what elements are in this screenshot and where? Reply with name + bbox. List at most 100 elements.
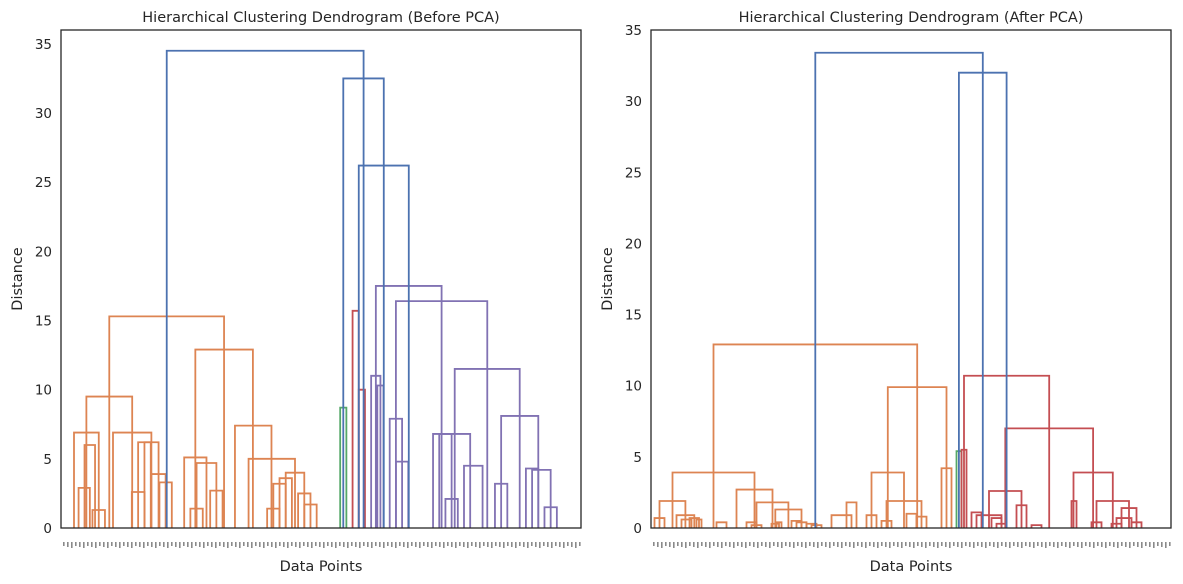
leaf-label-mark — [777, 542, 779, 547]
leaf-label-mark — [127, 542, 129, 547]
dendrogram-link — [1030, 524, 1043, 528]
leaf-label-mark — [741, 542, 743, 547]
leaf-label-mark — [709, 542, 711, 548]
y-tick-label: 20 — [625, 236, 642, 252]
leaf-label-mark — [1089, 542, 1091, 547]
leaf-label-mark — [67, 542, 69, 547]
leaf-label-mark — [765, 542, 767, 547]
leaf-label-mark — [813, 542, 815, 547]
leaf-label-mark — [825, 542, 827, 547]
leaf-label-mark — [235, 542, 237, 547]
leaf-label-mark — [1141, 542, 1143, 548]
leaf-label-mark — [223, 542, 225, 547]
leaf-label-mark — [689, 542, 691, 546]
leaf-label-mark — [407, 542, 409, 548]
leaf-label-mark — [901, 542, 903, 548]
leaf-label-mark — [997, 542, 999, 548]
leaf-label-mark — [535, 542, 537, 547]
dendrogram-links — [653, 51, 1143, 528]
leaf-label-mark — [395, 542, 397, 548]
chart-title: Hierarchical Clustering Dendrogram (Befo… — [142, 10, 499, 26]
leaf-label-mark — [1073, 542, 1075, 546]
leaf-label-mark — [833, 542, 835, 546]
leaf-label-mark — [507, 542, 509, 546]
leaf-label-mark — [917, 542, 919, 546]
leaf-label-mark — [965, 542, 967, 546]
leaf-label-mark — [63, 542, 65, 546]
leaf-label-mark — [881, 542, 883, 546]
leaf-label-mark — [1025, 542, 1027, 546]
leaf-label-mark — [435, 542, 437, 546]
leaf-label-mark — [809, 542, 811, 546]
leaf-label-mark — [933, 542, 935, 547]
leaf-label-mark — [697, 542, 699, 548]
leaf-label-mark — [1097, 542, 1099, 546]
leaf-label-mark — [1169, 542, 1171, 546]
leaf-label-mark — [1009, 542, 1011, 548]
leaf-label-mark — [693, 542, 695, 547]
leaf-label-mark — [175, 542, 177, 547]
leaf-label-mark — [1113, 542, 1115, 547]
leaf-label-mark — [191, 542, 193, 548]
leaf-label-mark — [463, 542, 465, 547]
leaf-label-mark — [701, 542, 703, 546]
leaf-label-mark — [183, 542, 185, 546]
leaf-label-mark — [1165, 542, 1167, 548]
leaf-label-mark — [151, 542, 153, 547]
leaf-label-mark — [749, 542, 751, 546]
leaf-label-mark — [885, 542, 887, 547]
leaf-label-mark — [411, 542, 413, 546]
dendrogram-link — [905, 512, 918, 528]
leaf-label-mark — [1013, 542, 1015, 546]
leaf-label-mark — [889, 542, 891, 548]
leaf-label-mark — [503, 542, 505, 548]
leaf-label-mark — [351, 542, 353, 546]
leaf-label-mark — [383, 542, 385, 548]
leaf-label-mark — [95, 542, 97, 548]
leaf-label-mark — [543, 542, 545, 546]
leaf-label-mark — [331, 542, 333, 547]
leaf-label-mark — [559, 542, 561, 547]
leaf-label-mark — [267, 542, 269, 546]
leaf-label-mark — [367, 542, 369, 547]
y-tick-label: 15 — [625, 308, 642, 324]
y-axis-label: Distance — [10, 247, 26, 310]
leaf-label-mark — [1037, 542, 1039, 546]
leaf-label-mark — [355, 542, 357, 547]
leaf-label-mark — [837, 542, 839, 547]
leaf-label-mark — [315, 542, 317, 546]
leaf-label-mark — [677, 542, 679, 546]
leaf-label-mark — [455, 542, 457, 548]
leaf-label-mark — [753, 542, 755, 547]
leaf-label-mark — [1157, 542, 1159, 546]
leaf-label-mark — [179, 542, 181, 548]
y-axis-ticks: 0 5 10 15 20 25 30 35 — [625, 23, 642, 537]
leaf-label-mark — [977, 542, 979, 546]
leaf-label-mark — [841, 542, 843, 548]
leaf-label-mark — [845, 542, 847, 546]
y-tick-label: 30 — [35, 106, 52, 122]
leaf-label-mark — [91, 542, 93, 547]
dendrogram-link — [814, 51, 984, 528]
leaf-label-mark — [861, 542, 863, 547]
leaf-label-mark — [415, 542, 417, 547]
leaf-label-mark — [733, 542, 735, 548]
leaf-label-mark — [905, 542, 907, 546]
leaf-label-mark — [925, 542, 927, 548]
leaf-label-mark — [319, 542, 321, 547]
y-tick-label: 5 — [43, 452, 52, 468]
leaf-label-mark — [713, 542, 715, 546]
leaf-label-mark — [519, 542, 521, 546]
leaf-label-mark — [1149, 542, 1151, 547]
leaf-label-mark — [147, 542, 149, 546]
y-tick-label: 10 — [625, 379, 642, 395]
leaf-label-mark — [729, 542, 731, 547]
leaf-label-mark — [941, 542, 943, 546]
y-axis-ticks: 0 5 10 15 20 25 30 35 — [35, 37, 52, 537]
leaf-label-mark — [479, 542, 481, 548]
leaf-label-mark — [1065, 542, 1067, 547]
leaf-label-mark — [419, 542, 421, 548]
leaf-label-mark — [773, 542, 775, 546]
leaf-label-mark — [921, 542, 923, 547]
leaf-label-mark — [829, 542, 831, 548]
